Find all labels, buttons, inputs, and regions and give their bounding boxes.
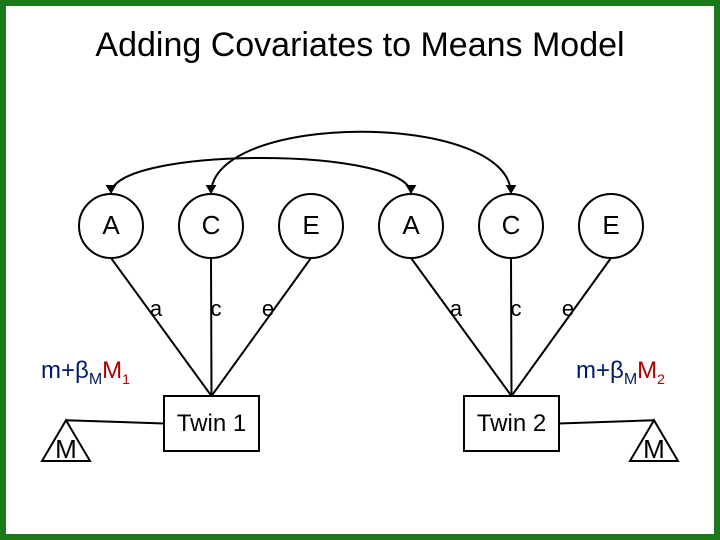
mean-label-twin2: m+βMM2 (576, 357, 665, 388)
cov-path-M2 (559, 420, 654, 423)
corr-arrowhead (106, 185, 117, 194)
covariate-triangles: MM (42, 420, 678, 464)
loading-C2 (511, 258, 512, 396)
latent-nodes: ACEACE (79, 194, 643, 258)
phenotype-T2-label: Twin 2 (477, 410, 546, 437)
diagram-svg: ACEACE aceace Twin 1Twin 2 MM m+βMM1m+βM… (6, 6, 714, 534)
cov-path-M1 (66, 420, 164, 423)
loading-A2 (411, 258, 512, 396)
factor-loadings (111, 258, 611, 396)
covariate-paths (66, 420, 654, 423)
path-label-2: e (262, 296, 274, 321)
latent-E1-label: E (302, 210, 319, 240)
latent-C1-label: C (202, 210, 221, 240)
latent-C2-label: C (502, 210, 521, 240)
phenotype-boxes: Twin 1 Twin 2 (164, 396, 559, 451)
latent-E2-label: E (602, 210, 619, 240)
corr-arrowhead (206, 185, 217, 194)
phenotype-T1-label: Twin 1 (177, 410, 246, 437)
covariate-M2-label: M (643, 434, 665, 464)
path-label-1: c (211, 296, 222, 321)
slide-frame: { "title": "Adding Covariates to Means M… (0, 0, 720, 540)
latent-A2-label: A (402, 210, 420, 240)
loading-E1 (212, 258, 312, 396)
mean-labels: m+βMM1 m+βMM2 (41, 357, 665, 388)
corr-arrowhead (406, 185, 417, 194)
corr-arc-C1-C2 (211, 132, 511, 194)
covariate-M1-label: M (55, 434, 77, 464)
corr-arrowhead (506, 185, 517, 194)
corr-arc-A1-A2 (111, 158, 411, 194)
path-labels: aceace (150, 296, 574, 321)
path-label-4: c (511, 296, 522, 321)
path-label-0: a (150, 296, 163, 321)
correlation-arcs (106, 132, 517, 194)
mean-label-twin1: m+βMM1 (41, 357, 130, 388)
path-label-3: a (450, 296, 463, 321)
latent-A1-label: A (102, 210, 120, 240)
path-label-5: e (562, 296, 574, 321)
loading-C1 (211, 258, 212, 396)
